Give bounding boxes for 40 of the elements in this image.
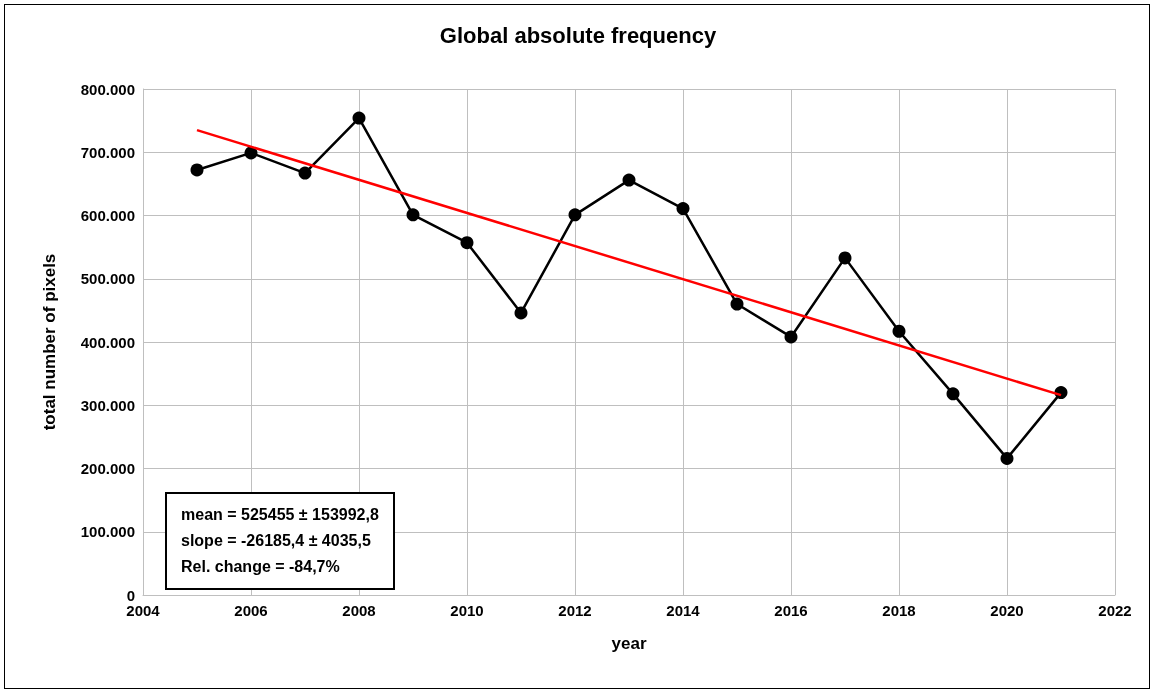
x-tick-label: 2016 <box>774 602 808 619</box>
point <box>460 236 474 250</box>
point <box>406 208 420 222</box>
y-tick-label: 700.000 <box>80 143 135 161</box>
x-tick-label: 2014 <box>666 602 701 619</box>
point <box>298 166 312 180</box>
x-axis-title: year <box>611 634 647 653</box>
x-tick-label: 2022 <box>1098 602 1132 619</box>
x-tick-label: 2010 <box>450 602 484 619</box>
y-tick-label: 800.000 <box>80 80 135 98</box>
point <box>730 297 744 311</box>
x-tick-label: 2020 <box>990 602 1024 619</box>
point <box>676 202 690 216</box>
annotation: slope = -26185,4 ± 4035,5 <box>181 531 372 551</box>
point <box>568 208 582 222</box>
x-tick-label: 2008 <box>342 602 376 619</box>
y-tick-label: 500.000 <box>80 270 135 288</box>
point <box>190 163 204 177</box>
y-tick-label: 600.000 <box>80 207 135 224</box>
y-tick-label: 400.000 <box>80 333 135 351</box>
annotation: mean = 525455 ± 153992,8 <box>181 505 379 525</box>
point <box>838 251 852 265</box>
chart-title: Global absolute frequency <box>439 22 717 48</box>
y-tick-label: 200.000 <box>80 460 135 477</box>
y-tick-label: 0 <box>126 586 135 604</box>
point <box>352 111 366 125</box>
x-tick-label: 2018 <box>882 602 916 619</box>
point <box>514 306 528 320</box>
x-tick-label: 2006 <box>234 602 268 619</box>
point <box>946 387 960 401</box>
annotation: Rel. change = -84,7% <box>181 557 341 577</box>
y-axis-title: total number of pixels <box>40 253 59 431</box>
point <box>622 173 636 187</box>
point <box>1000 451 1014 465</box>
y-tick-label: 100.000 <box>80 523 135 541</box>
point <box>784 330 798 344</box>
point <box>892 324 906 338</box>
x-tick-label: 2012 <box>558 602 592 619</box>
x-tick-label: 2004 <box>126 602 161 619</box>
y-tick-label: 300.000 <box>80 396 135 414</box>
